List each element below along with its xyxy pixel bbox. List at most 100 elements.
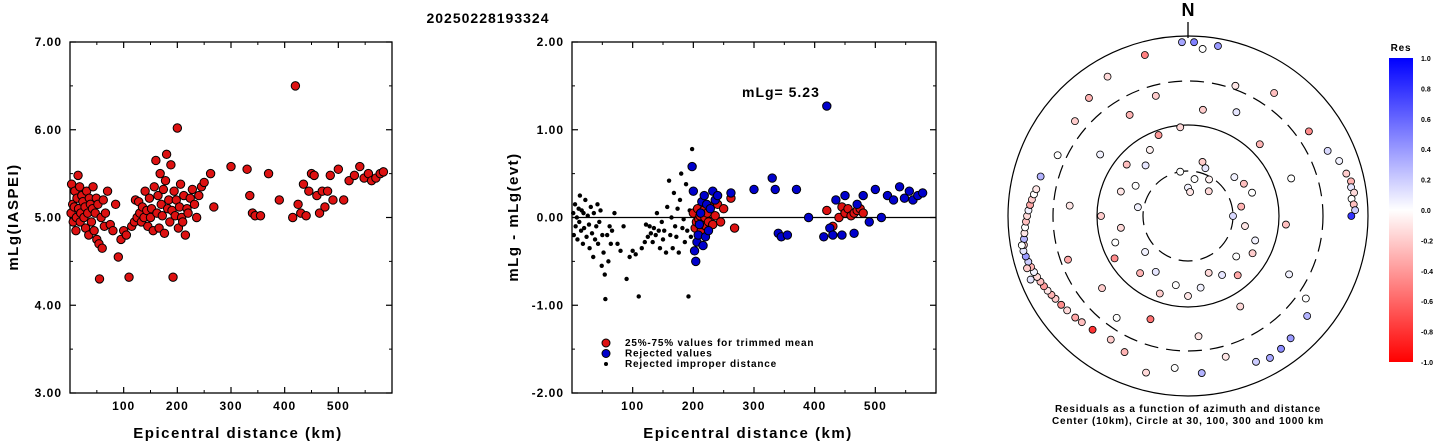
data-point [577,193,583,198]
data-point [822,101,832,111]
data-point [831,195,841,205]
data-point [178,217,188,227]
data-point [110,199,121,210]
data-point [290,81,301,91]
data-point [672,224,678,229]
residual-point [1088,325,1097,334]
residual-point [1140,51,1149,59]
data-point [594,224,599,229]
data-point [643,222,649,227]
y-tick-label: 4.00 [35,298,62,312]
data-point [577,219,582,225]
data-point [88,182,98,192]
y-axis-label: mLg - mLg(evt) [505,152,522,281]
residual-point [1155,289,1164,298]
data-point [671,190,677,196]
data-point [726,188,736,198]
data-point [124,272,134,282]
data-point [588,204,594,210]
data-point [199,177,209,188]
data-point [600,232,605,238]
data-point [349,170,360,181]
data-point [876,212,887,223]
residual-point [1026,275,1035,284]
data-point [639,246,644,251]
residual-point [1176,123,1185,132]
residual-point [1351,206,1359,215]
data-point [607,224,612,229]
data-point [140,186,150,196]
y-tick-label: 7.00 [35,35,62,49]
distance-ring-1000km [1007,35,1369,397]
residual-point [1085,94,1093,102]
colorbar-tick-label: -0.8 [1421,330,1433,337]
data-point [888,195,899,205]
data-point [333,164,344,174]
residual-point [1098,284,1106,293]
residual-point [1184,292,1192,300]
data-point [695,208,706,218]
residual-point [1136,269,1144,278]
data-point [689,246,700,256]
residual-point [1347,212,1356,220]
residual-point [1198,158,1207,166]
x-tick-label: 200 [682,399,705,413]
data-point [608,241,614,247]
residual-point [1248,249,1257,258]
data-point [102,186,113,196]
data-point [621,224,626,229]
colorbar-tick-label: -0.4 [1421,269,1433,276]
legend-marker [601,349,611,358]
data-point [180,230,191,240]
data-point [687,161,697,172]
residual-point [1036,172,1045,181]
data-point [624,276,629,282]
data-point [574,215,580,220]
data-point [651,225,657,231]
residual-point [1151,91,1160,100]
data-point [653,232,658,238]
data-point [688,234,694,240]
data-point [355,161,365,172]
data-point [636,294,641,299]
data-point [840,190,850,201]
y-tick-label: 3.00 [35,386,62,400]
data-point [255,211,266,221]
data-point [599,263,604,268]
data-point [597,219,602,225]
figure-title: 20250228193324 [426,10,549,26]
x-tick-label: 200 [166,399,189,413]
data-point [654,210,660,216]
colorbar-gradient [1389,58,1413,362]
data-point [770,184,780,195]
y-tick-label: 1.00 [537,123,564,137]
residual-point [1141,161,1150,170]
x-tick-label: 500 [327,399,350,413]
x-tick-label: 400 [273,399,296,413]
data-point [837,230,847,240]
residual-point [1241,222,1249,230]
data-point [648,231,654,236]
residual-point [1198,45,1207,53]
data-point [688,186,699,196]
residual-point [1053,151,1062,160]
data-point [603,296,608,302]
colorbar-tick-label: -0.2 [1421,238,1433,245]
data-point [870,184,881,195]
y-tick-label: 0.00 [537,211,564,225]
data-point [378,167,389,177]
data-point [828,230,838,240]
colorbar-tick-label: 0.2 [1421,178,1431,185]
data-point [675,206,680,211]
x-tick-label: 100 [621,399,644,413]
data-point [694,219,705,230]
residual-point [1303,312,1312,320]
data-point [73,170,83,181]
residual-point [1229,212,1237,220]
residual-point [1063,306,1072,315]
data-point [309,170,319,181]
residual-point [1335,157,1344,165]
y-tick-label: 2.00 [537,35,564,49]
residual-point [1071,117,1079,126]
data-point [573,224,578,229]
